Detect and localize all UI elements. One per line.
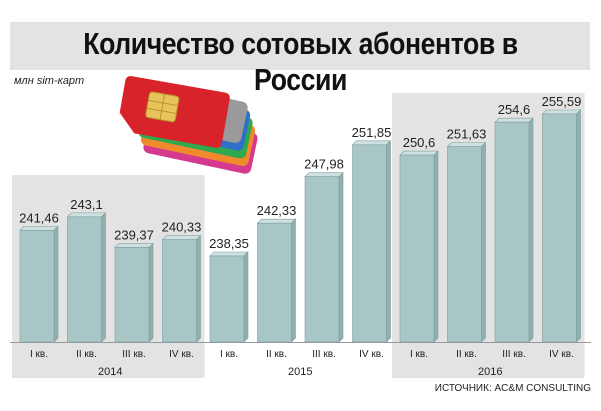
year-label-2016: 2016	[478, 366, 502, 378]
bar-top	[351, 140, 392, 146]
category-label: II кв.	[76, 349, 97, 360]
bar-side	[148, 242, 154, 343]
bar	[304, 176, 340, 343]
bar-side	[576, 109, 581, 343]
bar-value-label: 241,46	[19, 210, 59, 225]
bar-top	[494, 117, 534, 123]
year-label-2015: 2015	[288, 366, 312, 378]
category-label: IV кв.	[169, 349, 194, 360]
source-note: ИСТОЧНИК: AC&M CONSULTING	[434, 383, 591, 394]
bar-value-label: 251,85	[352, 125, 392, 140]
bar-value-label: 254,6	[498, 102, 531, 117]
category-label: I кв.	[30, 349, 48, 360]
category-label: II кв.	[456, 349, 477, 360]
bar-value-label: 240,33	[162, 220, 202, 235]
category-label: IV кв.	[549, 349, 574, 360]
bar	[162, 239, 197, 343]
bar	[399, 154, 435, 343]
bar	[209, 255, 245, 343]
bar	[19, 230, 55, 343]
bar-side	[528, 117, 534, 343]
bar-value-label: 239,37	[114, 228, 154, 243]
bar-value-label: 243,1	[70, 197, 103, 212]
bar	[447, 146, 482, 343]
year-label-2014: 2014	[98, 366, 122, 378]
bar-side	[196, 234, 201, 343]
bar-value-label: 242,33	[257, 203, 297, 218]
category-label: III кв.	[122, 349, 146, 360]
bar	[542, 113, 577, 343]
bar-value-label: 238,35	[209, 236, 249, 251]
bar-top	[256, 218, 297, 224]
title-background	[10, 22, 590, 70]
bar-side	[53, 225, 59, 343]
bar	[114, 247, 150, 343]
bar-value-label: 247,98	[304, 157, 344, 172]
bar-side	[338, 171, 344, 343]
bar-top	[446, 142, 487, 147]
bar-side	[101, 212, 106, 343]
chart-title: Количество сотовых абонентов в России	[83, 26, 518, 97]
category-label: I кв.	[220, 349, 238, 360]
category-label: III кв.	[312, 349, 336, 360]
bar	[257, 222, 292, 343]
bar-side	[433, 150, 439, 343]
unit-label: млн sim-карт	[14, 75, 85, 87]
bar-top	[114, 243, 154, 248]
bar-top	[541, 109, 582, 115]
category-label: III кв.	[502, 349, 526, 360]
bar-top	[209, 251, 249, 257]
bar-top	[304, 172, 344, 177]
category-label: I кв.	[410, 349, 428, 360]
bar-side	[243, 251, 249, 343]
sim-cards-illustration	[119, 76, 258, 174]
category-label: IV кв.	[359, 349, 384, 360]
bar-side	[291, 218, 296, 343]
category-label: II кв.	[266, 349, 287, 360]
bar-top	[161, 235, 202, 240]
bar	[352, 144, 387, 343]
bar	[494, 121, 530, 343]
bar-value-label: 255,59	[542, 94, 582, 109]
bar-value-label: 251,63	[447, 127, 487, 142]
bar-side	[386, 140, 391, 343]
bar-top	[399, 150, 439, 156]
bar-top	[66, 212, 107, 218]
bar-side	[481, 141, 486, 343]
bar	[67, 216, 102, 343]
bar-top	[19, 226, 59, 231]
bar-value-label: 250,6	[403, 135, 436, 150]
